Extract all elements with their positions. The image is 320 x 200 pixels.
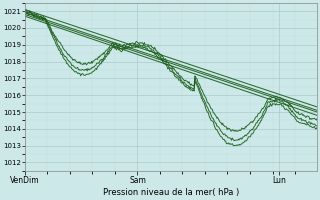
X-axis label: Pression niveau de la mer( hPa ): Pression niveau de la mer( hPa ) bbox=[103, 188, 239, 197]
